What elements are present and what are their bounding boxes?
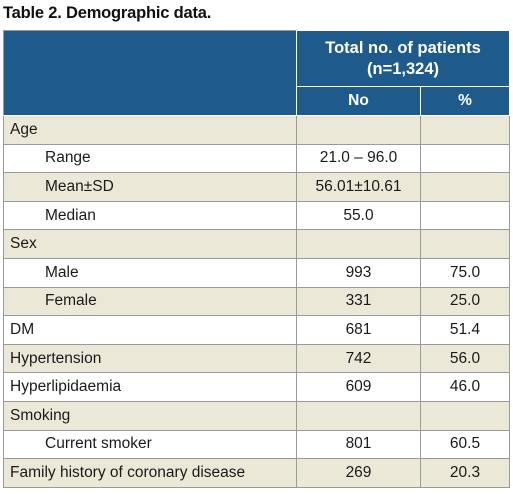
table-row-age: Age (3, 115, 510, 145)
row-percent (420, 200, 510, 231)
row-label: Range (3, 143, 297, 174)
row-percent (420, 115, 510, 145)
row-percent: 20.3 (420, 458, 510, 488)
row-label: Sex (3, 229, 297, 259)
table-row-sex: Sex (3, 229, 510, 259)
row-percent (420, 400, 510, 431)
row-no (296, 400, 421, 431)
row-percent (420, 143, 510, 174)
header-group-title: Total no. of patients (n=1,324) (296, 30, 510, 87)
row-no: 993 (296, 257, 421, 288)
row-label: Mean±SD (3, 172, 297, 202)
row-no: 269 (296, 458, 421, 488)
header-blank-cell (3, 30, 297, 116)
table-row-age-mean: Mean±SD 56.01±10.61 (3, 172, 510, 202)
table-row-age-median: Median 55.0 (3, 200, 510, 231)
table-row-family-history: Family history of coronary disease 269 2… (3, 458, 510, 488)
row-no: 609 (296, 372, 421, 402)
row-label: Family history of coronary disease (3, 458, 297, 488)
table-row-current-smoker: Current smoker 801 60.5 (3, 429, 510, 460)
row-percent (420, 229, 510, 259)
row-label: DM (3, 315, 297, 345)
row-no (296, 229, 421, 259)
table-row-hyperlipidaemia: Hyperlipidaemia 609 46.0 (3, 372, 510, 402)
row-no: 331 (296, 286, 421, 317)
row-label: Current smoker (3, 429, 297, 460)
header-group-title-line1: Total no. of patients (325, 38, 481, 57)
header-percent: % (420, 86, 510, 116)
row-no: 742 (296, 343, 421, 374)
row-label: Median (3, 200, 297, 231)
row-label: Male (3, 257, 297, 288)
table-row-smoking: Smoking (3, 400, 510, 431)
row-no: 21.0 – 96.0 (296, 143, 421, 174)
row-no: 55.0 (296, 200, 421, 231)
table-row-dm: DM 681 51.4 (3, 315, 510, 345)
row-percent: 75.0 (420, 257, 510, 288)
row-percent (420, 172, 510, 202)
row-label: Age (3, 115, 297, 145)
row-label: Hypertension (3, 343, 297, 374)
row-percent: 51.4 (420, 315, 510, 345)
table-row-male: Male 993 75.0 (3, 257, 510, 288)
row-label: Female (3, 286, 297, 317)
table-row-age-range: Range 21.0 – 96.0 (3, 143, 510, 174)
table-row-hypertension: Hypertension 742 56.0 (3, 343, 510, 374)
table-row-female: Female 331 25.0 (3, 286, 510, 317)
table-caption: Table 2. Demographic data. (3, 4, 212, 22)
demographic-table: Total no. of patients (n=1,324) No % Age… (3, 30, 510, 488)
header-group-title-line2: (n=1,324) (367, 59, 439, 78)
row-percent: 25.0 (420, 286, 510, 317)
row-percent: 60.5 (420, 429, 510, 460)
row-no (296, 115, 421, 145)
row-no: 801 (296, 429, 421, 460)
row-percent: 46.0 (420, 372, 510, 402)
row-percent: 56.0 (420, 343, 510, 374)
row-label: Hyperlipidaemia (3, 372, 297, 402)
header-no: No (296, 86, 421, 116)
row-no: 681 (296, 315, 421, 345)
row-label: Smoking (3, 400, 297, 431)
row-no: 56.01±10.61 (296, 172, 421, 202)
